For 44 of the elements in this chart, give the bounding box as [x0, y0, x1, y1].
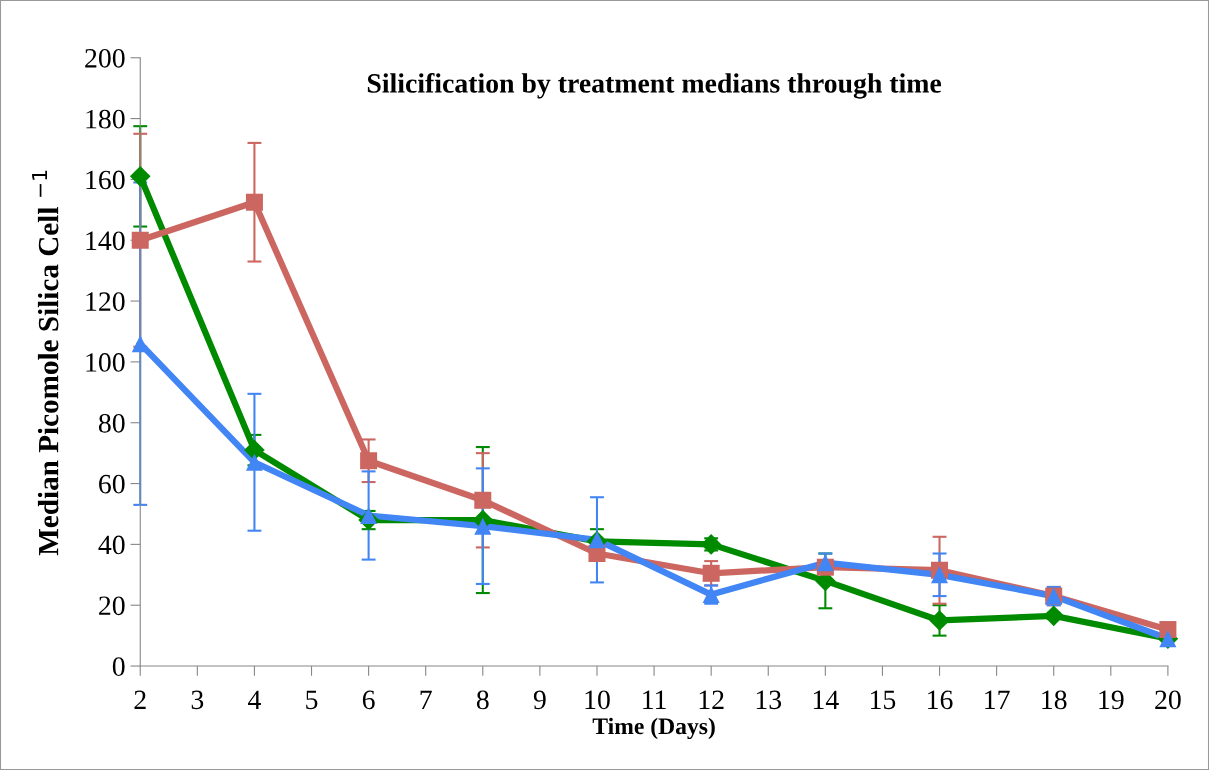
- point: [929, 610, 950, 631]
- x-tick-label: 10: [585, 690, 610, 710]
- x-tick-label: 11: [643, 690, 666, 709]
- point: [360, 452, 378, 470]
- y-tick-label: 80: [98, 413, 125, 433]
- x-tick-label: 16: [928, 690, 953, 710]
- y-tick-label: 120: [86, 292, 125, 311]
- point: [702, 564, 720, 582]
- x-tick-label: 9: [533, 690, 546, 710]
- point: [931, 566, 949, 584]
- y-tick-label: 40: [98, 535, 125, 555]
- x-tick-label: 13: [756, 690, 782, 710]
- y-tick-label: 0: [112, 657, 125, 676]
- y-tick-label: 140: [86, 231, 125, 251]
- x-tick-label: 12: [699, 690, 724, 709]
- point: [245, 453, 263, 471]
- point: [245, 193, 263, 211]
- point: [474, 491, 492, 509]
- x-tick-label: 17: [985, 690, 1010, 709]
- y-tick-label: 160: [86, 170, 125, 190]
- x-tick-label: 3: [191, 690, 204, 710]
- x-tick-label: 18: [1042, 690, 1067, 710]
- text: Silicification by treatment medians through time: [367, 72, 942, 99]
- point: [360, 506, 378, 524]
- point: [131, 231, 149, 249]
- point: [129, 166, 151, 187]
- x-tick-label: 15: [870, 690, 896, 710]
- y-tick-label: 200: [85, 48, 125, 68]
- x-tick-label: 7: [420, 690, 432, 709]
- x-tick-label: 19: [1099, 690, 1124, 710]
- x-tick-label: 2: [134, 690, 146, 709]
- x-tick-label: 4: [248, 690, 261, 709]
- point: [474, 517, 492, 535]
- x-tick-label: 20: [1155, 690, 1181, 710]
- y-tick-label: 100: [86, 353, 125, 372]
- y-tick-label: 180: [86, 109, 125, 129]
- x-tick-label: 8: [476, 690, 489, 710]
- x-tick-label: 5: [306, 690, 318, 710]
- x-tick-label: 6: [362, 690, 375, 710]
- y-tick-label: 20: [99, 596, 125, 616]
- y-tick-label: 60: [99, 474, 125, 494]
- x-axis-title: Time (Days): [592, 717, 715, 740]
- x-tick-label: 14: [813, 690, 839, 709]
- y-axis-title: Median Picomole Silica Cell $^{−1}$: [32, 170, 59, 556]
